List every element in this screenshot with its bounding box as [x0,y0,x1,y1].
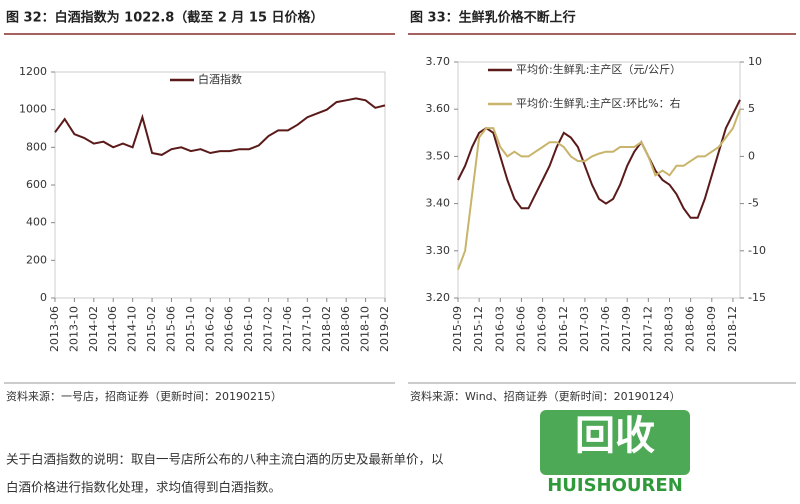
y-tick-label: 200 [26,253,47,266]
x-tick-label: 2018-10 [359,306,372,352]
x-tick-label: 2015-02 [145,306,158,352]
y2-tick-label: 0 [748,149,755,162]
y-tick-label: 3.30 [426,244,451,257]
x-tick-label: 2018-02 [320,306,333,352]
series-line [457,108,741,271]
y-tick-label: 0 [40,291,47,304]
footnote: 关于白酒指数的说明：取自一号店所公布的八种主流白酒的历史及最新单价，以 [6,452,444,467]
chart-title: 图 33：生鲜乳价格不断上行 [410,10,576,26]
y2-tick-label: -5 [748,197,759,210]
series-line [54,97,386,156]
y-tick-label: 3.60 [426,102,451,115]
y-tick-label: 400 [26,216,47,229]
x-tick-label: 2016-02 [203,306,216,352]
x-tick-label: 2017-03 [578,306,591,352]
y-tick-label: 1000 [19,103,47,116]
y-tick-label: 600 [26,178,47,191]
chart-title: 图 32：白酒指数为 1022.8（截至 2 月 15 日价格） [6,10,324,26]
x-tick-label: 2017-02 [262,306,275,352]
x-tick-label: 2013-06 [48,306,61,352]
y-tick-label: 3.50 [426,149,451,162]
y2-tick-label: -15 [748,291,766,304]
x-tick-label: 2016-06 [223,306,236,352]
x-tick-label: 2018-06 [684,306,697,352]
y-tick-label: 3.40 [426,197,451,210]
x-tick-label: 2017-10 [300,306,313,352]
x-tick-label: 2013-10 [67,306,80,352]
series-line [457,99,741,219]
x-tick-label: 2015-09 [451,306,464,352]
x-tick-label: 2017-06 [599,306,612,352]
y-tick-label: 800 [26,140,47,153]
x-tick-label: 2017-09 [620,306,633,352]
x-tick-label: 2014-06 [106,306,119,352]
x-tick-label: 2018-09 [705,306,718,352]
x-tick-label: 2016-03 [493,306,506,352]
x-tick-label: 2014-10 [126,306,139,352]
legend-label: 平均价:生鲜乳:主产区（元/公斤） [516,62,681,76]
x-tick-label: 2018-06 [339,306,352,352]
x-tick-label: 2017-06 [281,306,294,352]
x-tick-label: 2014-02 [87,306,100,352]
x-tick-label: 2016-06 [514,306,527,352]
watermark: 回收 [575,413,655,459]
x-tick-label: 2018-12 [726,306,739,352]
y2-tick-label: 5 [748,102,755,115]
source: 资料来源：一号店，招商证券（更新时间：20190215） [6,389,282,403]
y-tick-label: 3.20 [426,291,451,304]
y-tick-label: 3.70 [426,55,451,68]
x-tick-label: 2018-03 [663,306,676,352]
x-tick-label: 2016-10 [242,306,255,352]
x-tick-label: 2015-10 [184,306,197,352]
plot-frame [54,71,386,299]
x-tick-label: 2015-06 [164,306,177,352]
legend-label: 白酒指数 [198,72,242,86]
x-tick-label: 2016-09 [536,306,549,352]
source: 资料来源：Wind、招商证券（更新时间：20190124） [410,389,681,403]
y-tick-label: 1200 [19,65,47,78]
x-tick-label: 2015-12 [472,306,485,352]
y2-tick-label: 10 [748,55,762,68]
watermark-box [540,410,690,475]
footnote: 白酒价格进行指数化处理，求均值得到白酒指数。 [6,480,281,495]
legend-label: 平均价:生鲜乳:主产区:环比%：右 [516,96,681,110]
x-tick-label: 2016-12 [557,306,570,352]
watermark-latin: HUISHOUREN [547,475,683,496]
y2-tick-label: -10 [748,244,766,257]
x-tick-label: 2017-12 [641,306,654,352]
x-tick-label: 2019-02 [378,306,391,352]
